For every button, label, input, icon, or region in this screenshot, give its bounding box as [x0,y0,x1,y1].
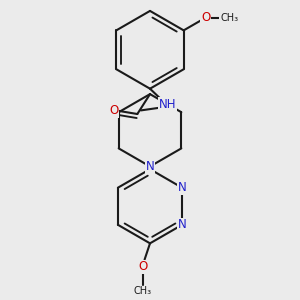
Text: N: N [146,160,154,173]
Text: O: O [109,104,119,117]
Text: O: O [138,260,147,273]
Text: CH₃: CH₃ [134,286,152,296]
Text: N: N [178,218,187,231]
Text: CH₃: CH₃ [220,13,238,23]
Text: N: N [178,181,187,194]
Text: NH: NH [158,98,176,111]
Text: O: O [201,11,210,24]
